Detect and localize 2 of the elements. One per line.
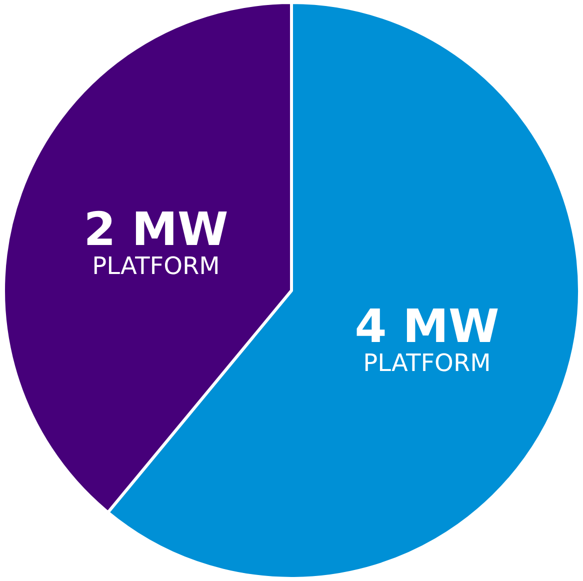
slice-label: 4 MW PLATFORM bbox=[354, 299, 500, 378]
slice-label: 2 MW PLATFORM bbox=[84, 202, 228, 280]
